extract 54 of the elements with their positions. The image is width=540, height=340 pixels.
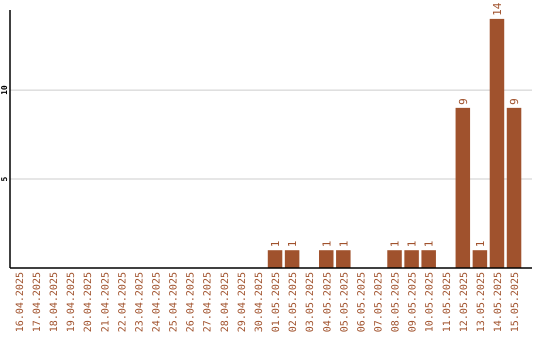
bar [421, 250, 436, 268]
data-label: 9 [508, 98, 522, 105]
data-label: 9 [456, 98, 470, 105]
y-tick-label: 10 [0, 85, 9, 95]
x-tick-label: 16.04.2025 [14, 272, 26, 332]
data-label: 1 [337, 240, 350, 248]
data-label: 1 [406, 240, 419, 248]
bar [490, 18, 504, 268]
x-tick-label: 29.04.2025 [236, 272, 248, 332]
x-tick-label: 08.05.2025 [390, 272, 402, 332]
bar [268, 250, 282, 268]
x-tick-label: 13.05.2025 [476, 272, 487, 332]
x-tick-label: 23.04.2025 [134, 272, 146, 332]
x-tick-label: 14.05.2025 [492, 272, 504, 332]
data-label: 1 [269, 240, 282, 248]
x-tick-label: 04.05.2025 [322, 272, 334, 332]
x-tick-label: 02.05.2025 [288, 272, 300, 332]
x-tick-label: 07.05.2025 [373, 272, 384, 332]
bar [506, 108, 522, 268]
x-tick-label: 06.05.2025 [356, 272, 368, 332]
x-tick-label: 01.05.2025 [271, 272, 282, 332]
bar [472, 250, 488, 268]
data-label: 1 [474, 240, 487, 248]
x-tick-label: 20.04.2025 [83, 272, 94, 332]
x-tick-label: 15.05.2025 [510, 272, 522, 332]
y-tick-label: 5 [0, 176, 9, 182]
x-tick-label: 10.05.2025 [424, 272, 436, 332]
bar [336, 250, 351, 268]
data-label: 1 [320, 240, 334, 248]
x-tick-label: 18.04.2025 [49, 272, 60, 332]
x-tick-label: 05.05.2025 [339, 272, 350, 332]
x-tick-label: 28.04.2025 [220, 272, 231, 332]
bar [456, 108, 470, 268]
x-tick-label: 03.05.2025 [305, 272, 316, 332]
data-label: 1 [388, 240, 402, 248]
x-tick-label: 11.05.2025 [442, 272, 453, 332]
x-tick-label: 22.04.2025 [117, 272, 128, 332]
bar [404, 250, 419, 268]
x-tick-label: 26.04.2025 [186, 272, 197, 332]
x-tick-label: 19.04.2025 [66, 272, 78, 332]
bar [284, 250, 300, 268]
x-tick-label: 12.05.2025 [458, 272, 470, 332]
x-tick-label: 27.04.2025 [202, 272, 214, 332]
data-label: 1 [286, 240, 300, 248]
bar [318, 250, 334, 268]
bar [387, 250, 402, 268]
x-tick-label: 30.04.2025 [254, 272, 265, 332]
data-label: 1 [422, 240, 436, 248]
x-tick-label: 09.05.2025 [408, 272, 419, 332]
x-tick-label: 25.04.2025 [168, 272, 180, 332]
x-tick-label: 17.04.2025 [32, 272, 44, 332]
data-label: 14 [490, 2, 504, 16]
x-tick-label: 24.04.2025 [152, 272, 163, 332]
x-tick-label: 21.04.2025 [100, 272, 112, 332]
